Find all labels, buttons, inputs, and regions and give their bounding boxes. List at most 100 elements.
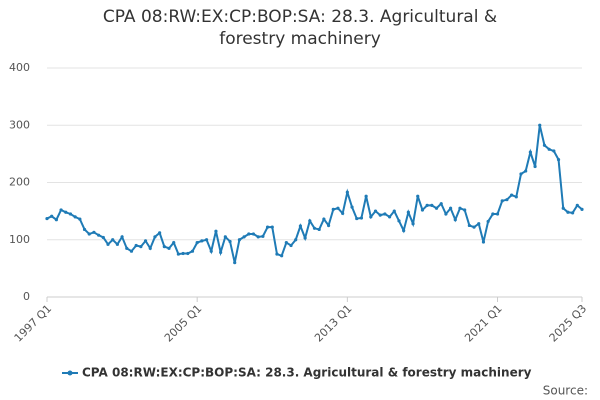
legend-label: CPA 08:RW:EX:CP:BOP:SA: 28.3. Agricultur… [82, 366, 532, 380]
point [214, 229, 218, 233]
point [280, 254, 284, 258]
x-tick-label: 2021 Q1 [462, 302, 505, 345]
point [78, 217, 82, 221]
point [92, 230, 96, 234]
point [326, 223, 331, 228]
point [519, 172, 523, 176]
point [219, 250, 223, 254]
legend-marker [67, 370, 73, 376]
point [256, 235, 260, 239]
point [467, 223, 471, 228]
point [195, 241, 199, 245]
point [336, 206, 340, 210]
point [453, 218, 457, 222]
point [486, 219, 490, 224]
point [176, 252, 181, 256]
point [237, 238, 242, 242]
x-tick-label: 2005 Q1 [162, 302, 205, 345]
point [284, 241, 288, 245]
point [430, 203, 434, 207]
point [73, 215, 77, 219]
point [341, 211, 345, 216]
point [82, 227, 87, 232]
point [317, 227, 321, 232]
point [406, 210, 410, 214]
point [115, 242, 119, 246]
point [528, 150, 532, 154]
point [247, 232, 251, 236]
point [129, 249, 134, 253]
point [378, 213, 382, 217]
point [242, 235, 246, 239]
point [420, 208, 425, 212]
point [50, 214, 54, 218]
point [566, 210, 570, 214]
point [425, 203, 429, 207]
point [162, 245, 166, 249]
chart-title: CPA 08:RW:EX:CP:BOP:SA: 28.3. Agricultur… [102, 7, 498, 49]
point [59, 208, 63, 212]
y-tick-label: 300 [9, 118, 30, 131]
point [223, 235, 227, 239]
y-tick-label: 200 [9, 176, 30, 189]
point [139, 245, 143, 249]
point [294, 238, 298, 242]
point [505, 198, 509, 202]
point [87, 232, 91, 236]
point [373, 209, 378, 213]
point [190, 249, 195, 253]
point [463, 208, 467, 212]
point [200, 239, 204, 243]
point [411, 222, 415, 226]
point [387, 215, 392, 219]
point [265, 225, 270, 229]
point [158, 231, 162, 235]
point [434, 206, 439, 210]
point [580, 207, 584, 212]
point [495, 212, 500, 216]
point [54, 218, 58, 222]
point [270, 225, 274, 229]
point [261, 234, 265, 238]
point [500, 199, 504, 203]
point [397, 219, 401, 223]
point [392, 209, 396, 213]
point [524, 169, 528, 173]
point [402, 228, 406, 233]
point [97, 233, 101, 237]
point [383, 212, 387, 216]
x-tick-label: 2025 Q3 [547, 302, 590, 345]
point [364, 194, 368, 198]
x-tick-label: 2013 Q1 [312, 302, 355, 345]
point [186, 251, 190, 256]
point [106, 242, 110, 246]
point [172, 241, 176, 245]
source: Source: [543, 384, 588, 398]
point [303, 236, 307, 240]
y-tick-label: 100 [9, 233, 30, 246]
point [538, 123, 542, 127]
point [481, 240, 486, 244]
point [68, 212, 73, 216]
point [101, 235, 105, 240]
point [167, 246, 171, 250]
point [439, 202, 443, 206]
point [444, 212, 448, 216]
point [289, 243, 293, 248]
point [143, 239, 148, 243]
y-tick-label: 0 [23, 290, 30, 303]
point [251, 232, 256, 236]
point [233, 261, 237, 265]
point [228, 239, 232, 244]
point [359, 216, 364, 220]
point [510, 193, 514, 197]
point [350, 205, 354, 209]
point [514, 195, 518, 199]
line [46, 125, 583, 263]
point [533, 164, 537, 169]
point [134, 243, 138, 248]
point [312, 226, 317, 230]
point [369, 215, 373, 219]
point [209, 249, 213, 253]
